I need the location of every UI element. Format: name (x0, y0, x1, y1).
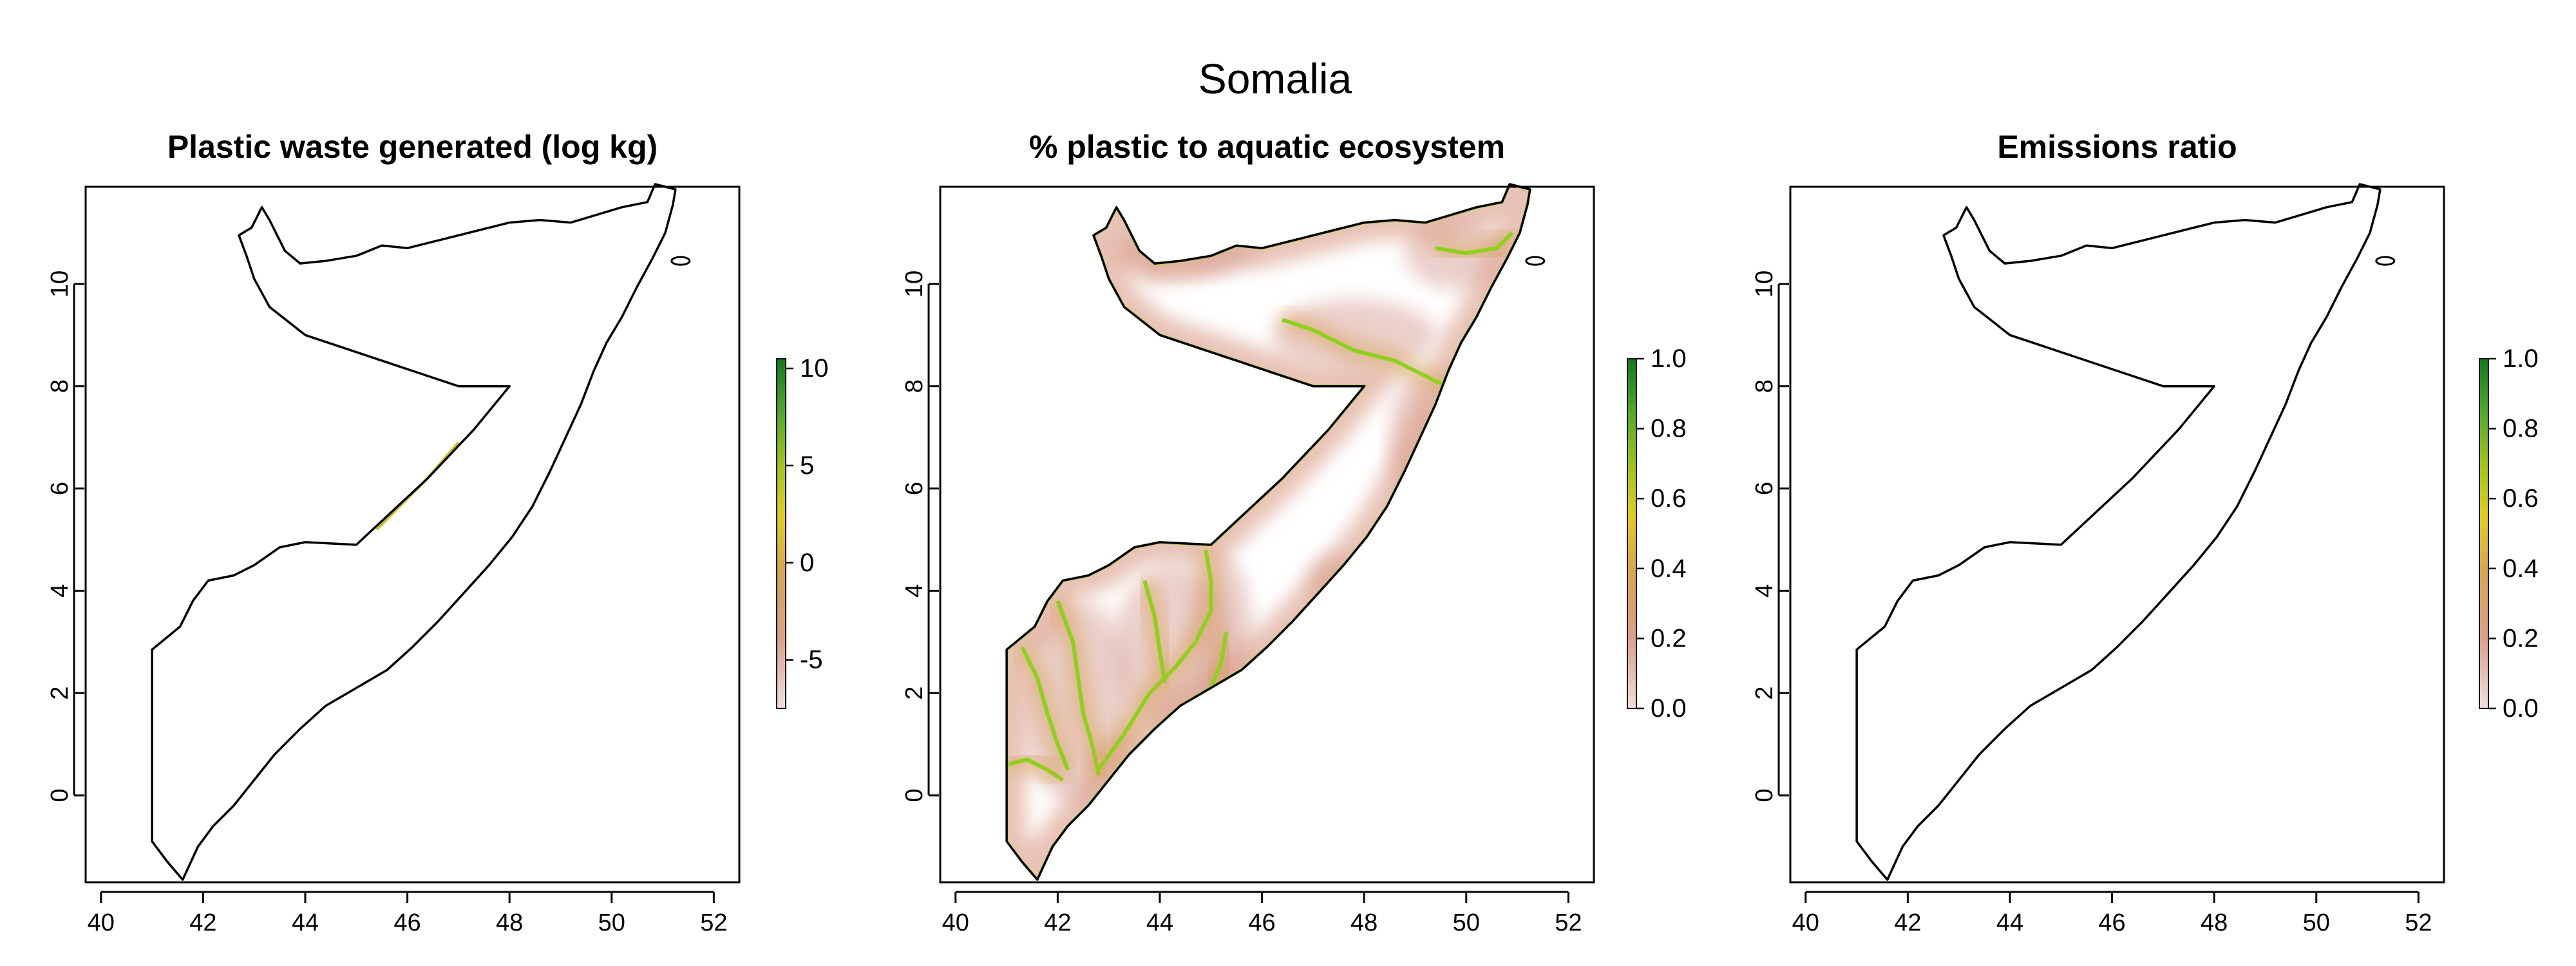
river-line (1020, 646, 1070, 771)
panel-title: Plastic waste generated (log kg) (167, 129, 658, 165)
y-tick-label: 2 (46, 687, 73, 700)
y-tick-label: 6 (901, 482, 928, 495)
colorbar-tick-label: -5 (800, 646, 823, 674)
colorbar-tick-label: 10 (800, 354, 829, 383)
y-tick-label: 0 (46, 788, 73, 802)
colorbar-tick-label: 0.6 (2503, 484, 2539, 513)
x-tick-label: 48 (2201, 909, 2228, 936)
x-tick-label: 44 (1996, 909, 2023, 936)
x-tick-label: 48 (496, 909, 523, 936)
y-tick-label: 8 (46, 379, 73, 393)
colorbar-tick-label: 0 (800, 549, 814, 577)
x-tick-label: 50 (598, 909, 625, 936)
y-tick-label: 4 (1751, 584, 1778, 598)
waste-cell-strip (375, 441, 460, 531)
river-line (1209, 631, 1229, 689)
somalia-outline (1855, 183, 2382, 881)
colorbar-tick-label: 0.8 (2503, 415, 2539, 443)
x-tick-label: 50 (2303, 909, 2330, 936)
colorbar-tick-label: 0.2 (2503, 624, 2539, 652)
y-tick-label: 10 (46, 270, 73, 298)
aquatic-fraction-layer (1007, 184, 1530, 880)
plot-frame (1789, 185, 2445, 884)
colorbar-tick-label: 1.0 (2503, 345, 2539, 373)
x-tick-label: 52 (700, 909, 727, 936)
x-tick-label: 40 (88, 909, 115, 936)
somalia-outline (151, 183, 677, 881)
y-tick-label: 6 (1751, 482, 1778, 495)
river-line (1056, 600, 1101, 775)
x-tick-label: 52 (1555, 909, 1582, 936)
colorbar (1627, 358, 1637, 709)
y-tick-label: 0 (901, 788, 928, 802)
colorbar-tick-label: 0.2 (1651, 624, 1687, 652)
colorbar-tick-label: 0.4 (2503, 554, 2539, 583)
y-tick-label: 2 (901, 687, 928, 700)
y-tick-label: 8 (901, 379, 928, 393)
panel-title: % plastic to aquatic ecosystem (1029, 129, 1505, 165)
x-tick-label: 44 (1146, 909, 1173, 936)
plot-frame (84, 185, 741, 884)
x-tick-label: 46 (1248, 909, 1275, 936)
x-tick-label: 42 (1894, 909, 1921, 936)
socotra-islet (1525, 256, 1546, 266)
y-tick-label: 0 (1751, 788, 1778, 802)
somalia-outline (1005, 183, 1531, 881)
panel-title: Emissions ratio (1997, 129, 2237, 165)
y-tick-label: 2 (1751, 687, 1778, 700)
socotra-islet (670, 256, 691, 266)
y-tick-label: 4 (46, 584, 73, 598)
colorbar-tick-label: 0.6 (1651, 484, 1687, 513)
x-tick-label: 40 (1792, 909, 1819, 936)
plot-frame (939, 185, 1595, 884)
colorbar-tick-label: 1.0 (1651, 345, 1687, 373)
x-tick-label: 50 (1453, 909, 1480, 936)
colorbar-tick-label: 0.4 (1651, 554, 1687, 583)
figure-title: Somalia (1198, 55, 1352, 102)
map-panel-1: Plastic waste generated (log kg)40 42 44 46… (46, 129, 829, 936)
colorbar-tick-label: 0.0 (1651, 694, 1687, 723)
river-line (1435, 231, 1514, 256)
y-tick-label: 10 (901, 270, 928, 298)
x-tick-label: 44 (292, 909, 319, 936)
colorbar (776, 358, 786, 709)
y-tick-label: 10 (1751, 270, 1778, 298)
y-tick-label: 6 (46, 482, 73, 495)
y-tick-label: 8 (1751, 379, 1778, 393)
x-tick-label: 42 (1044, 909, 1071, 936)
x-tick-label: 42 (189, 909, 216, 936)
colorbar-tick-label: 0.8 (1651, 415, 1687, 443)
river-line (1007, 757, 1064, 782)
socotra-islet (2375, 256, 2396, 266)
river-line (1282, 317, 1462, 393)
colorbar (2479, 358, 2489, 709)
colorbar-tick-label: 0.0 (2503, 694, 2539, 723)
x-tick-label: 52 (2405, 909, 2432, 936)
x-tick-label: 48 (1350, 909, 1378, 936)
river-line (1142, 580, 1167, 683)
x-tick-label: 46 (2098, 909, 2125, 936)
river-line (1097, 549, 1213, 772)
y-tick-label: 4 (901, 584, 928, 598)
colorbar-tick-label: 5 (800, 451, 814, 480)
x-tick-label: 46 (393, 909, 421, 936)
x-tick-label: 40 (942, 909, 969, 936)
